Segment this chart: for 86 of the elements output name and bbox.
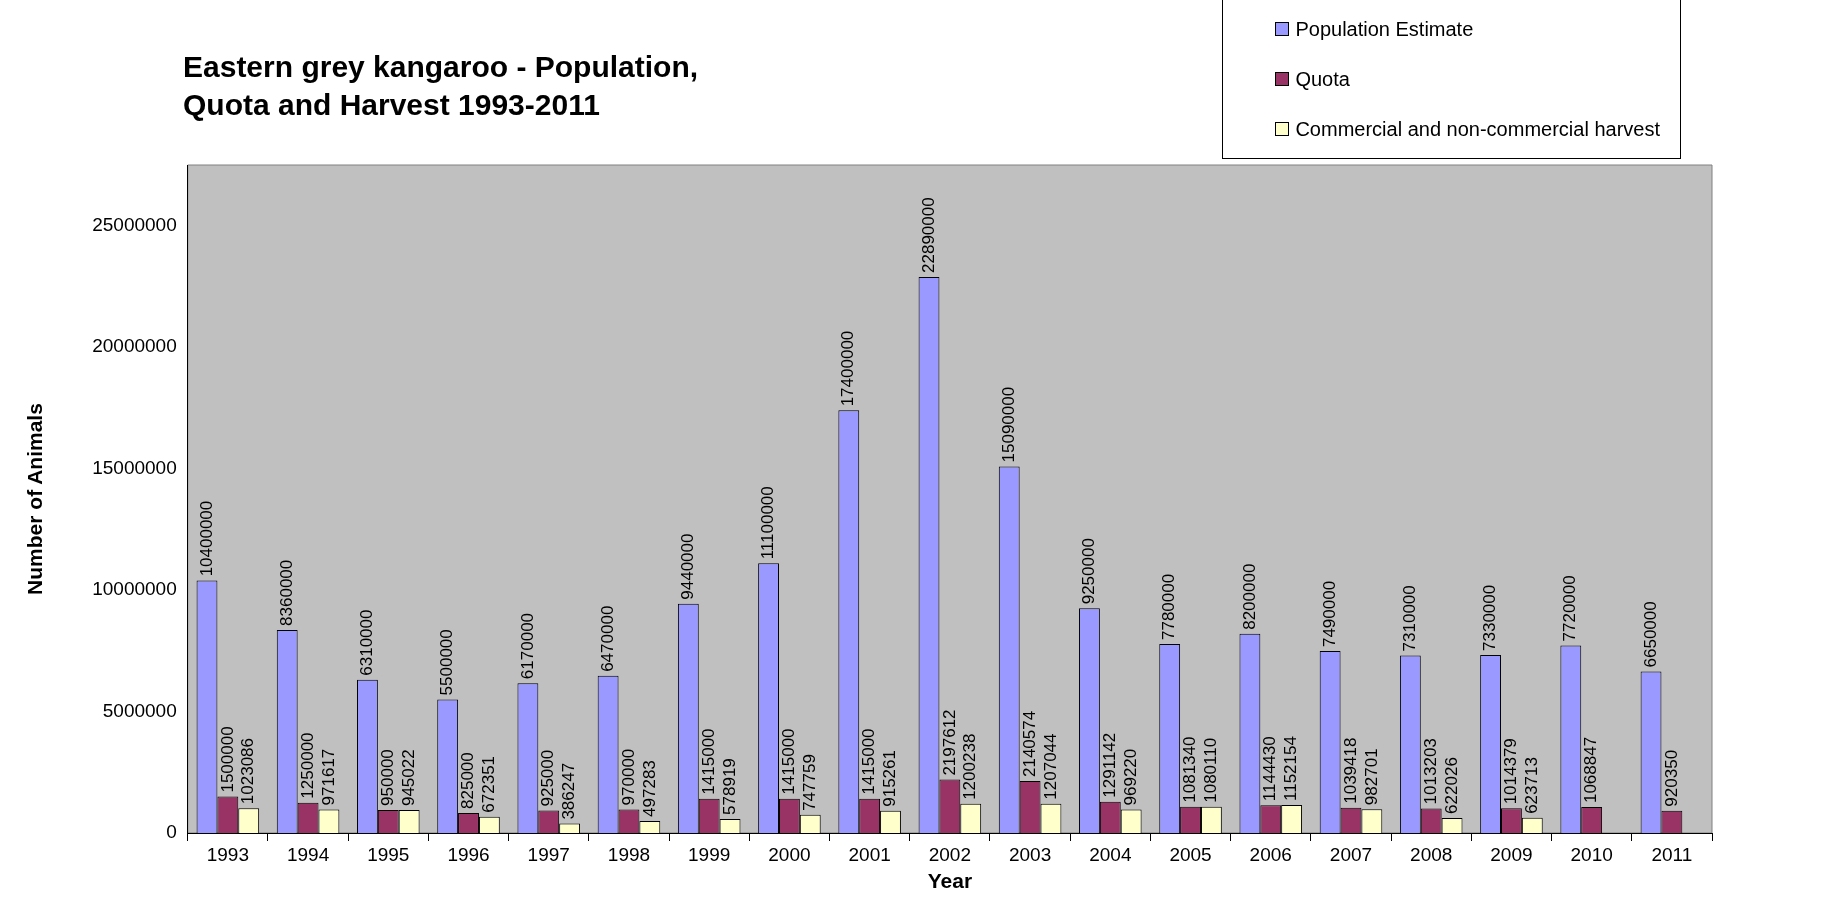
x-tick-label: 2009 <box>1490 843 1533 865</box>
x-tick-label: 2010 <box>1570 843 1613 865</box>
data-label: 2197612 <box>939 709 959 776</box>
data-label: 10400000 <box>196 500 216 577</box>
data-label: 9440000 <box>678 533 698 600</box>
x-tick-label: 2003 <box>1008 843 1052 865</box>
data-label: 1023086 <box>238 737 258 805</box>
x-tick-label: 2002 <box>928 843 972 865</box>
y-axis-title: Number of Animals <box>23 403 47 595</box>
x-tick-label: 1998 <box>607 843 651 865</box>
x-tick-label: 2005 <box>1169 843 1212 865</box>
data-label: 945022 <box>398 749 418 807</box>
x-axis-title: Year <box>927 869 973 893</box>
data-label: 970000 <box>618 748 638 806</box>
data-label: 7490000 <box>1319 580 1339 648</box>
y-tick-label: 20000000 <box>92 335 177 357</box>
data-label: 17400000 <box>838 330 858 407</box>
data-label: 1081340 <box>1180 736 1200 803</box>
data-label: 1415000 <box>859 728 879 795</box>
x-tick-label: 1999 <box>688 843 731 865</box>
y-tick-label: 25000000 <box>92 213 177 235</box>
data-label: 8360000 <box>276 559 296 626</box>
data-label: 1250000 <box>297 732 317 799</box>
data-label: 5500000 <box>437 629 457 696</box>
x-tick-label: 2004 <box>1089 843 1132 865</box>
y-tick-label: 15000000 <box>92 456 177 478</box>
data-label: 623713 <box>1521 757 1541 814</box>
data-label: 1200238 <box>960 733 980 800</box>
data-label: 1080110 <box>1201 737 1221 803</box>
x-tick-label: 2011 <box>1651 843 1693 865</box>
legend-label: Population Estimate <box>1295 17 1474 41</box>
data-label: 6470000 <box>597 605 617 672</box>
x-tick-label: 2006 <box>1249 843 1292 865</box>
data-label: 971617 <box>318 748 338 806</box>
y-tick-label: 10000000 <box>92 578 177 600</box>
y-tick-label: 5000000 <box>102 699 177 721</box>
data-label: 11100000 <box>758 486 778 560</box>
data-label: 622026 <box>1441 757 1461 814</box>
data-label: 672351 <box>479 755 499 813</box>
data-label: 7310000 <box>1400 585 1420 652</box>
data-label: 1500000 <box>217 726 237 793</box>
legend-label: Commercial and non-commercial harvest <box>1295 117 1660 141</box>
data-label: 6170000 <box>517 612 537 680</box>
x-tick-label: 2008 <box>1410 843 1453 865</box>
y-tick-label: 0 <box>166 821 177 843</box>
x-tick-label: 1993 <box>206 843 249 865</box>
data-label: 1291142 <box>1100 732 1119 798</box>
x-tick-label: 1994 <box>286 843 330 865</box>
data-label: 9250000 <box>1079 538 1099 605</box>
data-label: 920350 <box>1661 749 1681 807</box>
data-label: 22890000 <box>918 197 938 273</box>
data-label: 825000 <box>458 752 478 809</box>
data-label: 578919 <box>719 758 739 815</box>
x-tick-label: 2000 <box>768 843 811 865</box>
data-label: 747759 <box>799 754 819 811</box>
data-label: 6650000 <box>1640 601 1660 668</box>
x-tick-label: 2007 <box>1329 843 1373 865</box>
data-label: 7330000 <box>1480 584 1500 651</box>
x-tick-label: 1996 <box>447 843 490 865</box>
data-label: 1068847 <box>1581 736 1601 804</box>
data-label: 497283 <box>639 760 659 817</box>
chart-title: Eastern grey kangaroo - Population, Quota and Harvest 1993-2011 <box>183 49 700 123</box>
data-label: 915261 <box>880 750 900 807</box>
legend-label: Quota <box>1295 67 1350 91</box>
data-label: 950000 <box>377 749 397 806</box>
data-label: 1152154 <box>1281 736 1301 802</box>
data-label: 2140574 <box>1019 710 1039 777</box>
data-label: 1013203 <box>1420 738 1440 805</box>
data-label: 386247 <box>559 762 579 820</box>
x-tick-label: 1997 <box>527 843 570 865</box>
data-label: 1014379 <box>1501 738 1521 805</box>
data-label: 1415000 <box>698 728 718 795</box>
x-tick-label: 1995 <box>367 843 410 865</box>
data-label: 982701 <box>1361 748 1381 806</box>
data-label: 925000 <box>538 749 558 807</box>
data-label: 1415000 <box>779 728 799 795</box>
data-label: 6310000 <box>357 609 377 676</box>
data-label: 1039418 <box>1340 737 1360 804</box>
data-label: 8200000 <box>1239 563 1259 630</box>
data-label: 7720000 <box>1560 575 1580 642</box>
x-tick-label: 2001 <box>848 843 891 865</box>
data-label: 15090000 <box>998 386 1018 463</box>
data-label: 1144430 <box>1260 736 1280 802</box>
data-label: 1207044 <box>1040 733 1060 800</box>
data-label: 969220 <box>1120 748 1140 806</box>
data-label: 7780000 <box>1159 573 1179 641</box>
